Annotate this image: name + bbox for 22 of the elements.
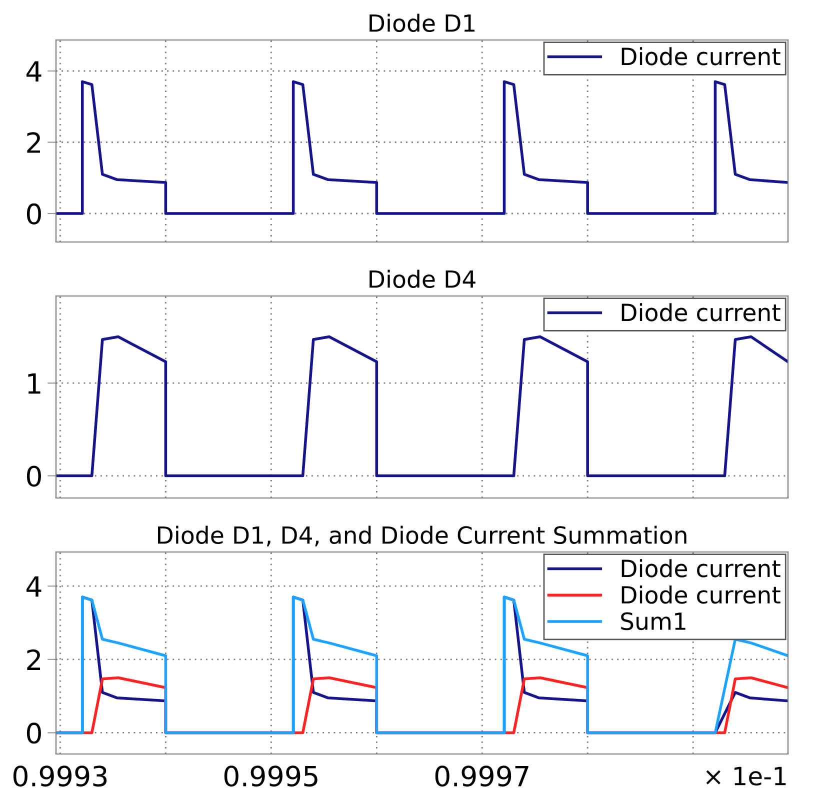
y-tick-label: 0 [26, 466, 41, 487]
line-series [56, 335, 788, 478]
legend-label: Diode current [622, 303, 780, 322]
y-tick-label: 4 [26, 576, 42, 597]
y-tick-label: 0 [26, 722, 41, 744]
x-tick-label: 0.9993 [13, 766, 107, 787]
chart-title: Diode D1, D4, and Diode Current Summation [158, 526, 686, 546]
text: × 1e-1 [706, 766, 786, 786]
y-tick-label: 2 [27, 649, 40, 670]
chart-title: Diode D4 [370, 270, 476, 288]
legend-label: Sum1 [621, 612, 686, 630]
x-tick-label: 0.9995 [224, 766, 318, 787]
x-tick-label: 0.9997 [435, 766, 528, 787]
chart-title: Diode D1 [370, 14, 475, 32]
y-tick-label: 2 [27, 132, 40, 153]
legend-label: Diode current [622, 47, 780, 66]
y-tick-label: 4 [26, 61, 42, 82]
y-tick-label: 0 [26, 203, 41, 224]
line-series [56, 80, 788, 215]
legend-label: Diode current [622, 559, 780, 578]
legend-label: Diode current [622, 585, 780, 604]
y-tick-label: 1 [28, 373, 40, 394]
